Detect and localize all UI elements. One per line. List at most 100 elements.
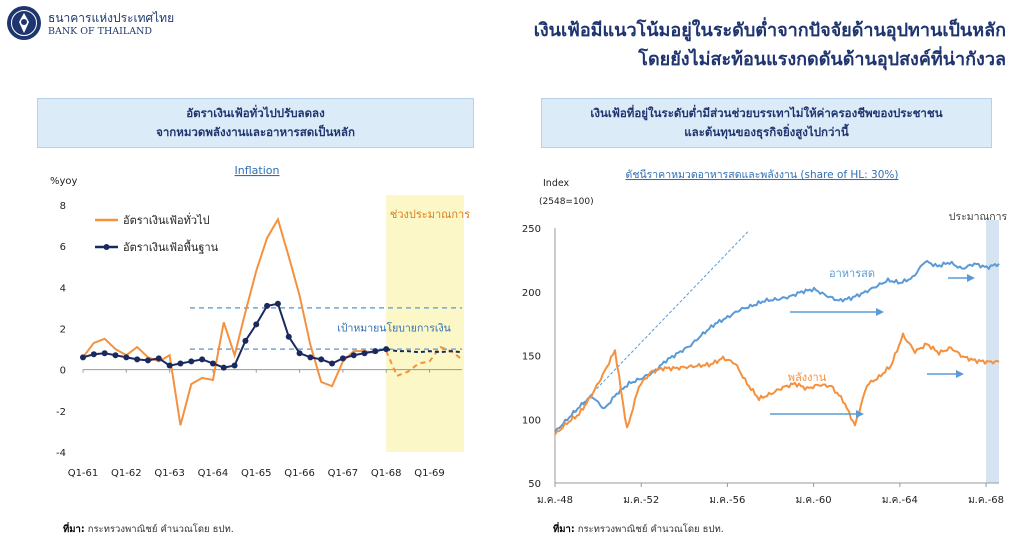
- series-point-core: [80, 354, 86, 361]
- series-point-core: [134, 356, 141, 363]
- series-line-headline: [82, 216, 376, 426]
- forecast-label: ประมาณการ: [949, 211, 1008, 223]
- y-tick-label: 0: [60, 366, 66, 377]
- series-label-energy: พลังงาน: [788, 371, 827, 384]
- series-line-energy: [554, 332, 1000, 436]
- x-tick-label: Q1-63: [154, 468, 185, 479]
- legend-marker-core: [103, 244, 110, 250]
- left-panel-header-line2: จากหมวดพลังงานและอาหารสดเป็นหลัก: [156, 125, 355, 139]
- series-point-core: [264, 302, 271, 309]
- left-panel-header-line1: อัตราเงินเฟ้อทั่วไปปรับลดลง: [186, 106, 325, 120]
- x-tick-label: ม.ค.-64: [882, 495, 918, 506]
- x-tick-label: ม.ค.-56: [709, 495, 745, 506]
- series-label-food: อาหารสด: [829, 267, 875, 280]
- target-label: เป้าหมายนโยบายการเงิน: [337, 322, 451, 335]
- trend-line: [554, 230, 750, 433]
- series-point-core: [199, 356, 206, 363]
- series-line-food: [554, 259, 1000, 433]
- series-point-core: [274, 300, 281, 307]
- chart-title: ดัชนีราคาหมวดอาหารสดและพลังงาน (share of…: [626, 168, 899, 181]
- series-point-core: [253, 321, 260, 328]
- right-source-text: กระทรวงพาณิชย์ คำนวณโดย ธปท.: [577, 524, 724, 535]
- right-source-label: ที่มา:: [553, 524, 575, 535]
- food-energy-index-chart: ประมาณการ 250 200 150 100 50 Index (2548=100) ดั…: [522, 168, 1008, 506]
- series-point-core: [166, 362, 173, 369]
- series-point-core: [285, 333, 292, 340]
- y-tick-label: 150: [522, 352, 541, 363]
- y-tick-label: 50: [528, 479, 541, 490]
- arrow-food-mid-head: [876, 308, 884, 316]
- forecast-shade: [986, 220, 999, 483]
- series-point-core: [383, 346, 390, 353]
- inflation-chart: ช่วงประมาณการ 8 6 4 2 0 -2 -4 %yoy Inflation Q1-61…: [50, 164, 470, 479]
- x-tick-label: ม.ค.-48: [537, 495, 573, 506]
- bank-logo: [7, 6, 41, 40]
- chart-title: Inflation: [235, 164, 280, 177]
- y-tick-label: 6: [60, 242, 66, 253]
- y-axis-unit: %yoy: [50, 176, 78, 187]
- page-title-line1: เงินเฟ้อมีแนวโน้มอยู่ในระดับต่ำจากปัจจัย…: [533, 20, 1006, 41]
- series-point-core: [350, 352, 357, 359]
- left-source-label: ที่มา:: [63, 524, 85, 535]
- series-point-core: [123, 354, 130, 361]
- bank-name-en: BANK OF THAILAND: [48, 26, 153, 37]
- x-tick-label: Q1-68: [371, 468, 402, 479]
- x-tick-label: ม.ค.-60: [796, 495, 832, 506]
- series-point-core: [318, 356, 325, 363]
- y-tick-label: -2: [56, 407, 66, 418]
- x-tick-label: ม.ค.-52: [623, 495, 659, 506]
- left-source-text: กระทรวงพาณิชย์ คำนวณโดย ธปท.: [87, 524, 234, 535]
- x-tick-label: Q1-61: [68, 468, 99, 479]
- x-tick-label: Q1-67: [328, 468, 359, 479]
- series-point-core: [112, 352, 119, 359]
- forecast-shade: [386, 195, 464, 452]
- series-point-core: [329, 360, 336, 367]
- right-panel-header-line2: และต้นทุนของธุรกิจยิ่งสูงไปกว่านี้: [684, 125, 849, 139]
- series-point-core: [90, 351, 97, 358]
- y-axis-unit: (2548=100): [539, 197, 594, 207]
- series-point-core: [307, 354, 314, 361]
- series-point-core: [209, 360, 216, 367]
- y-tick-label: 2: [60, 325, 66, 336]
- series-point-core: [339, 355, 346, 362]
- series-point-core: [220, 364, 227, 371]
- series-point-core: [155, 355, 162, 362]
- series-point-core: [361, 350, 368, 357]
- right-panel-header: เงินเฟ้อที่อยู่ในระดับต่ำมีส่วนช่วยบรรเท…: [541, 98, 992, 148]
- x-tick-label: ม.ค.-68: [968, 495, 1004, 506]
- y-tick-label: 8: [60, 201, 66, 212]
- x-tick-label: Q1-62: [111, 468, 142, 479]
- series-point-core: [101, 350, 108, 357]
- y-tick-label: 200: [522, 288, 541, 299]
- right-source: ที่มา: กระทรวงพาณิชย์ คำนวณโดย ธปท.: [553, 522, 724, 537]
- series-line-core-forecast: [386, 348, 463, 354]
- y-axis-label: Index: [543, 178, 570, 189]
- left-source: ที่มา: กระทรวงพาณิชย์ คำนวณโดย ธปท.: [63, 522, 234, 537]
- series-point-core: [372, 348, 379, 355]
- x-tick-label: Q1-66: [284, 468, 315, 479]
- page-title: เงินเฟ้อมีแนวโน้มอยู่ในระดับต่ำจากปัจจัย…: [534, 16, 1006, 74]
- y-tick-label: 4: [60, 283, 66, 294]
- y-tick-label: 100: [522, 415, 541, 426]
- legend-label-core: อัตราเงินเฟ้อพื้นฐาน: [123, 239, 219, 254]
- series-point-core: [188, 358, 195, 365]
- page-title-line2: โดยยังไม่สะท้อนแรงกดดันด้านอุปสงค์ที่น่า…: [638, 49, 1006, 70]
- y-tick-label: 250: [522, 224, 541, 235]
- series-point-core: [242, 337, 249, 344]
- y-tick-label: -4: [56, 448, 66, 459]
- bank-name-th: ธนาคารแห่งประเทศไทย: [48, 11, 175, 25]
- series-point-core: [296, 350, 303, 357]
- arrow-energy-mid-head: [856, 410, 864, 418]
- arrow-food-forecast-head: [967, 274, 975, 282]
- series-point-core: [144, 357, 151, 364]
- left-panel-header: อัตราเงินเฟ้อทั่วไปปรับลดลง จากหมวดพลังง…: [37, 98, 474, 148]
- forecast-label: ช่วงประมาณการ: [390, 208, 470, 221]
- x-tick-label: Q1-65: [241, 468, 272, 479]
- arrow-energy-forecast-head: [956, 370, 964, 378]
- series-point-core: [231, 362, 238, 369]
- x-tick-label: Q1-69: [414, 468, 445, 479]
- series-point-core: [177, 360, 184, 367]
- x-tick-label: Q1-64: [198, 468, 229, 479]
- legend-label-headline: อัตราเงินเฟ้อทั่วไป: [123, 212, 210, 227]
- right-panel-header-line1: เงินเฟ้อที่อยู่ในระดับต่ำมีส่วนช่วยบรรเท…: [590, 106, 943, 120]
